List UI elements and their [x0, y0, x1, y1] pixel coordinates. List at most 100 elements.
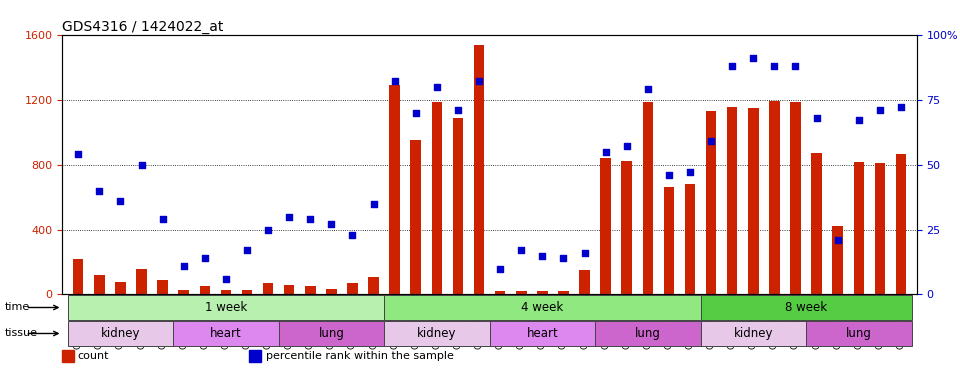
Text: kidney: kidney	[101, 327, 140, 340]
Point	[640, 86, 656, 92]
Bar	[811, 153, 822, 295]
Bar	[369, 276, 379, 295]
Point	[366, 200, 381, 207]
Point	[324, 221, 339, 227]
Bar	[157, 280, 168, 295]
Bar	[67, 321, 173, 346]
Bar	[73, 259, 84, 295]
Bar	[537, 291, 547, 295]
Point	[197, 255, 212, 261]
Bar	[853, 162, 864, 295]
Point	[577, 250, 592, 256]
Bar	[384, 321, 490, 346]
Bar	[748, 108, 758, 295]
Point	[683, 169, 698, 175]
Bar	[579, 270, 589, 295]
Point	[281, 214, 297, 220]
Bar	[706, 111, 716, 295]
Point	[155, 216, 170, 222]
Bar	[769, 101, 780, 295]
Point	[809, 115, 825, 121]
Bar	[558, 291, 568, 295]
Text: tissue: tissue	[5, 328, 37, 338]
Point	[704, 138, 719, 144]
Bar	[348, 283, 358, 295]
Bar	[727, 107, 737, 295]
Text: 8 week: 8 week	[785, 301, 828, 314]
Bar	[278, 321, 384, 346]
Point	[746, 55, 761, 61]
Point	[408, 109, 423, 116]
Bar	[115, 282, 126, 295]
Point	[176, 263, 191, 269]
Bar	[432, 102, 443, 295]
Point	[725, 63, 740, 69]
Point	[133, 161, 149, 167]
Bar	[305, 286, 316, 295]
Bar	[94, 275, 105, 295]
Bar	[263, 283, 274, 295]
Bar	[642, 102, 653, 295]
Point	[852, 117, 867, 123]
Point	[450, 107, 466, 113]
Point	[514, 247, 529, 253]
Text: 4 week: 4 week	[521, 301, 564, 314]
Bar	[790, 102, 801, 295]
Bar	[67, 295, 384, 320]
Point	[91, 187, 107, 194]
Text: lung: lung	[846, 327, 872, 340]
Text: kidney: kidney	[733, 327, 773, 340]
Point	[239, 247, 254, 253]
Point	[345, 232, 360, 238]
Bar	[173, 321, 278, 346]
Bar	[875, 163, 885, 295]
Text: count: count	[78, 351, 109, 361]
Bar	[179, 290, 189, 295]
Point	[492, 265, 508, 271]
Bar	[284, 285, 295, 295]
Bar	[595, 321, 701, 346]
Bar	[832, 226, 843, 295]
Text: time: time	[5, 303, 30, 313]
Point	[70, 151, 85, 157]
Bar	[221, 290, 231, 295]
Bar	[136, 269, 147, 295]
Point	[619, 143, 635, 149]
Bar	[490, 321, 595, 346]
Bar	[453, 118, 464, 295]
Text: 1 week: 1 week	[204, 301, 247, 314]
Bar	[516, 291, 526, 295]
Bar	[684, 184, 695, 295]
Bar	[411, 140, 421, 295]
Bar	[663, 187, 674, 295]
Bar	[326, 289, 337, 295]
Point	[767, 63, 782, 69]
Text: lung: lung	[319, 327, 345, 340]
Text: percentile rank within the sample: percentile rank within the sample	[266, 351, 454, 361]
Bar	[474, 45, 485, 295]
Bar	[701, 321, 806, 346]
Text: lung: lung	[635, 327, 660, 340]
Point	[788, 63, 804, 69]
Point	[302, 216, 318, 222]
Bar	[390, 85, 400, 295]
Point	[387, 78, 402, 84]
Text: kidney: kidney	[417, 327, 457, 340]
Point	[471, 78, 487, 84]
Point	[661, 172, 677, 178]
Point	[830, 237, 846, 243]
Bar	[806, 321, 912, 346]
Bar	[896, 154, 906, 295]
Bar	[494, 291, 505, 295]
Point	[894, 104, 909, 111]
Bar	[384, 295, 701, 320]
Text: GDS4316 / 1424022_at: GDS4316 / 1424022_at	[62, 20, 224, 33]
Bar	[200, 286, 210, 295]
Bar	[600, 158, 611, 295]
Point	[535, 252, 550, 258]
Point	[429, 83, 444, 89]
Bar	[701, 295, 912, 320]
Bar	[621, 161, 632, 295]
Point	[873, 107, 888, 113]
Point	[556, 255, 571, 261]
